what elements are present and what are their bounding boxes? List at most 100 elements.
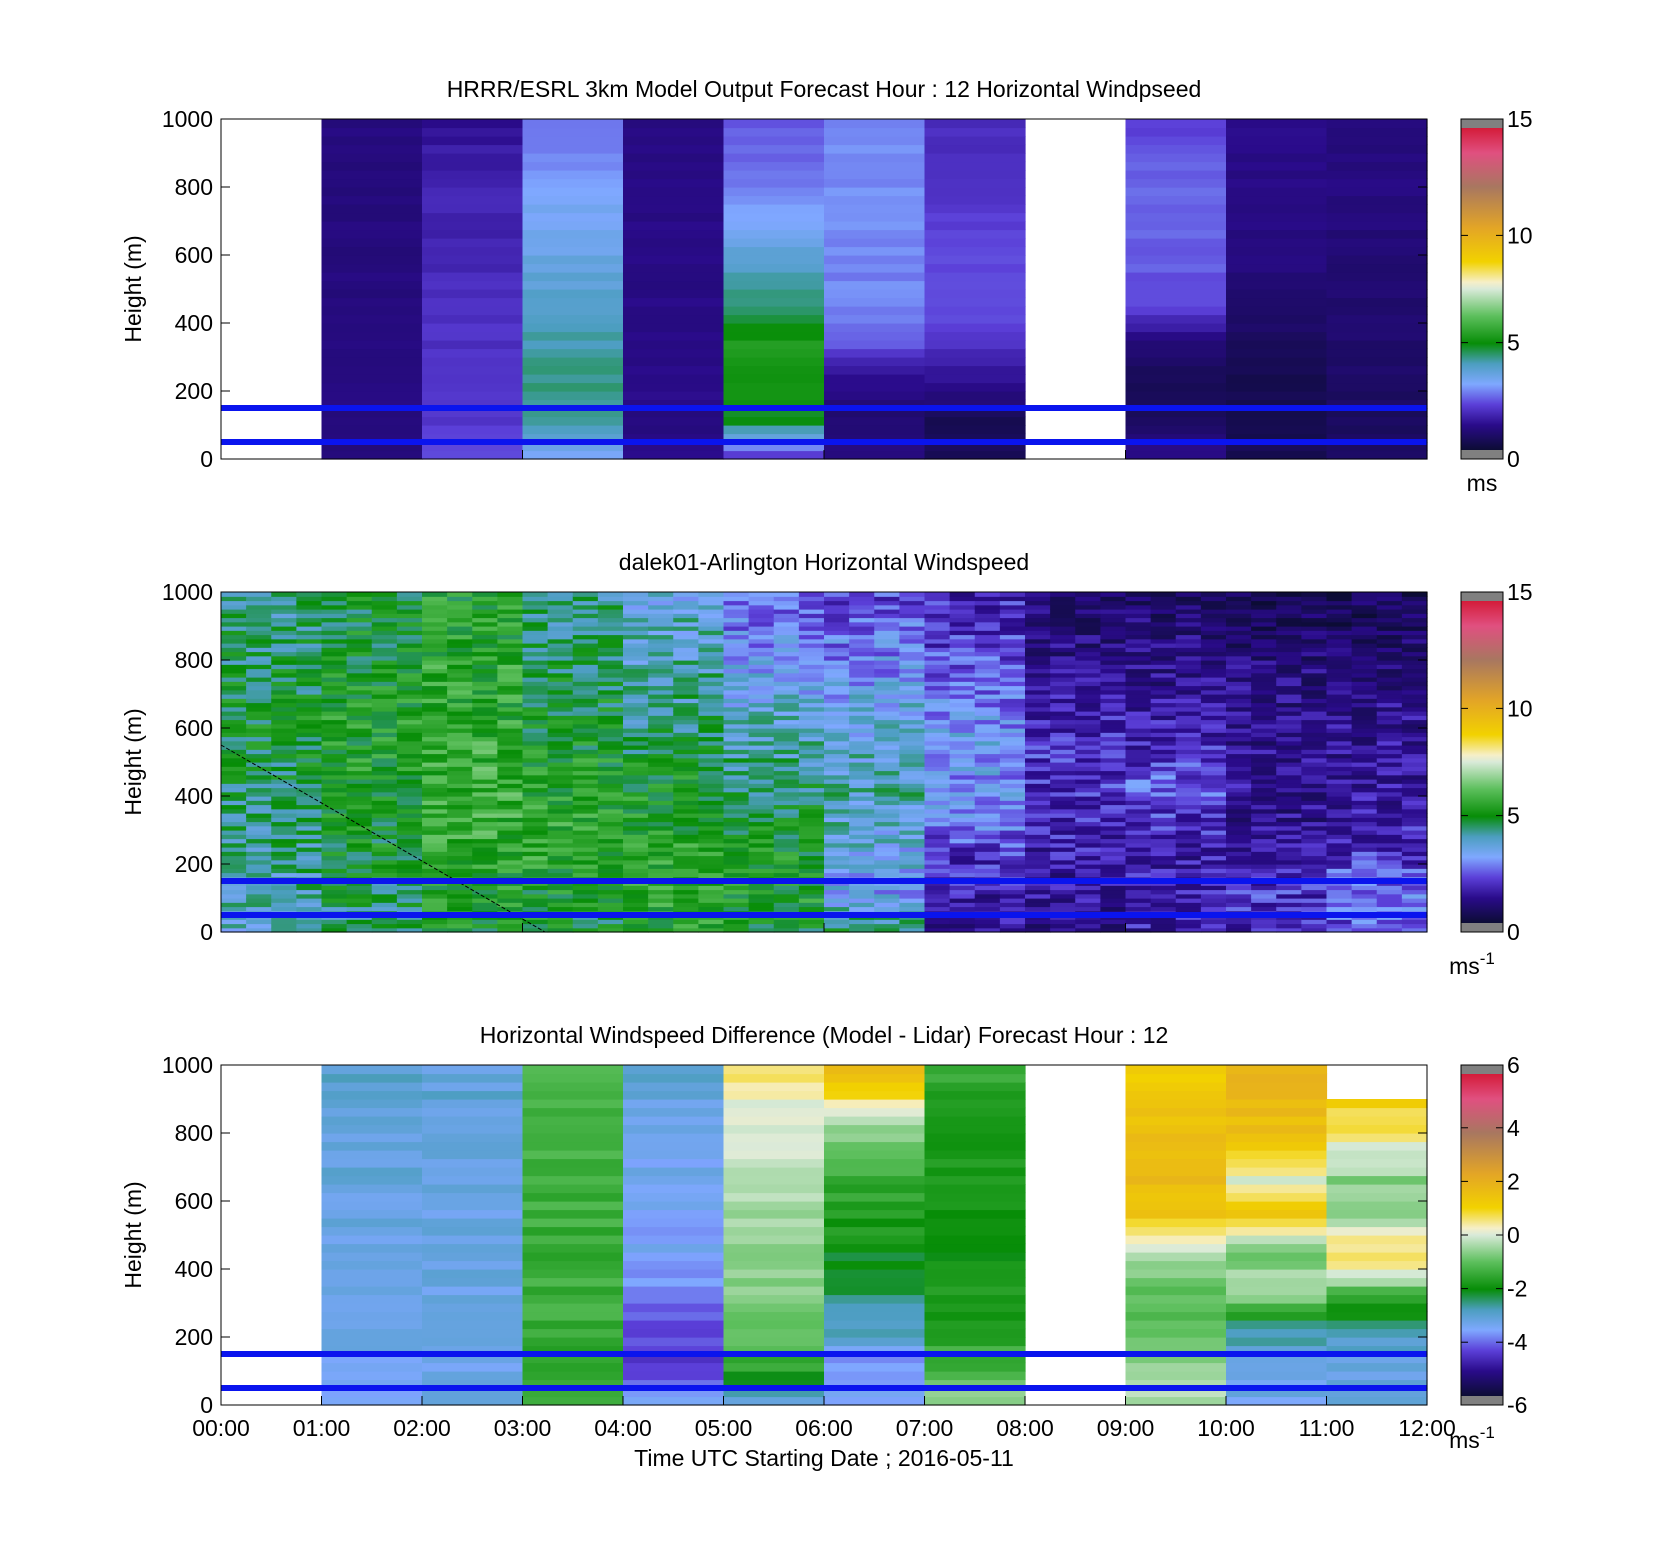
heatmap-cell bbox=[321, 630, 348, 636]
heatmap-cell bbox=[924, 272, 1026, 282]
heatmap-cell bbox=[1075, 774, 1101, 780]
heatmap-cell bbox=[623, 745, 649, 750]
panel-lidar-cells bbox=[221, 592, 1428, 933]
heatmap-cell bbox=[221, 723, 247, 729]
heatmap-cell bbox=[497, 855, 524, 861]
heatmap-cell bbox=[296, 898, 323, 903]
heatmap-cell bbox=[899, 868, 926, 874]
heatmap-cell bbox=[1326, 1235, 1428, 1245]
heatmap-cell bbox=[1125, 1294, 1227, 1304]
heatmap-cell bbox=[1175, 600, 1202, 606]
heatmap-cell bbox=[447, 783, 473, 789]
heatmap-cell bbox=[949, 745, 976, 750]
heatmap-cell bbox=[1376, 689, 1403, 695]
heatmap-cell bbox=[1226, 1201, 1328, 1211]
heatmap-cell bbox=[1200, 783, 1227, 789]
heatmap-cell bbox=[522, 1099, 624, 1109]
heatmap-cell bbox=[346, 736, 373, 742]
heatmap-cell bbox=[547, 923, 574, 929]
heatmap-cell bbox=[924, 855, 951, 861]
heatmap-cell bbox=[924, 1116, 1026, 1126]
heatmap-cell bbox=[221, 893, 247, 899]
heatmap-cell bbox=[1326, 698, 1353, 704]
heatmap-cell bbox=[246, 596, 272, 602]
heatmap-cell bbox=[1351, 677, 1378, 682]
heatmap-cell bbox=[723, 1150, 825, 1160]
heatmap-cell bbox=[396, 796, 423, 801]
heatmap-cell bbox=[798, 617, 825, 623]
heatmap-cell bbox=[1326, 715, 1353, 721]
heatmap-cell bbox=[999, 702, 1026, 708]
heatmap-cell bbox=[1050, 655, 1076, 661]
heatmap-cell bbox=[371, 711, 398, 716]
heatmap-cell bbox=[1075, 689, 1101, 695]
heatmap-cell bbox=[1075, 592, 1101, 597]
heatmap-cell bbox=[321, 348, 423, 358]
heatmap-cell bbox=[271, 842, 297, 848]
heatmap-cell bbox=[522, 889, 549, 895]
heatmap-cell bbox=[748, 609, 775, 614]
heatmap-cell bbox=[422, 596, 448, 602]
heatmap-cell bbox=[798, 859, 825, 865]
heatmap-cell bbox=[396, 698, 423, 704]
heatmap-cell bbox=[497, 651, 524, 657]
heatmap-cell bbox=[723, 1260, 825, 1270]
heatmap-cell bbox=[1075, 919, 1101, 925]
heatmap-cell bbox=[522, 348, 624, 358]
heatmap-cell bbox=[422, 732, 448, 738]
heatmap-cell bbox=[371, 677, 398, 682]
heatmap-cell bbox=[497, 766, 524, 772]
heatmap-cell bbox=[1351, 791, 1378, 797]
heatmap-cell bbox=[673, 902, 699, 908]
heatmap-cell bbox=[321, 144, 423, 154]
heatmap-cell bbox=[849, 927, 875, 933]
heatmap-cell bbox=[221, 813, 247, 818]
heatmap-cell bbox=[346, 651, 373, 657]
heatmap-cell bbox=[924, 681, 951, 687]
heatmap-cell bbox=[824, 927, 850, 933]
heatmap-cell bbox=[371, 672, 398, 678]
heatmap-cell bbox=[1401, 804, 1428, 810]
heatmap-cell bbox=[648, 770, 674, 776]
heatmap-cell bbox=[999, 851, 1026, 857]
heatmap-cell bbox=[723, 927, 750, 933]
heatmap-cell bbox=[623, 906, 649, 912]
heatmap-cell bbox=[422, 847, 448, 852]
heatmap-cell bbox=[1326, 178, 1428, 188]
heatmap-cell bbox=[999, 660, 1026, 665]
heatmap-cell bbox=[221, 838, 247, 844]
heatmap-cell bbox=[1125, 596, 1152, 602]
heatmap-cell bbox=[246, 893, 272, 899]
heatmap-cell bbox=[1150, 817, 1177, 823]
heatmap-cell bbox=[447, 749, 473, 755]
heatmap-cell bbox=[1401, 647, 1428, 653]
heatmap-cell bbox=[899, 626, 926, 631]
heatmap-cell bbox=[1276, 817, 1302, 823]
heatmap-cell bbox=[422, 170, 524, 180]
heatmap-cell bbox=[1326, 740, 1353, 746]
heatmap-cell bbox=[1050, 868, 1076, 874]
heatmap-cell bbox=[597, 698, 624, 704]
heatmap-cell bbox=[648, 592, 674, 597]
heatmap-cell bbox=[1326, 830, 1353, 835]
heatmap-cell bbox=[1075, 613, 1101, 619]
heatmap-cell bbox=[924, 762, 951, 767]
heatmap-cell bbox=[246, 672, 272, 678]
heatmap-cell bbox=[723, 1235, 825, 1245]
heatmap-cell bbox=[924, 859, 951, 865]
heatmap-cell bbox=[1276, 864, 1302, 869]
heatmap-cell bbox=[1251, 715, 1277, 721]
heatmap-cell bbox=[1251, 711, 1277, 716]
heatmap-cell bbox=[522, 719, 549, 725]
heatmap-cell bbox=[1150, 698, 1177, 704]
heatmap-cell bbox=[1025, 668, 1051, 674]
heatmap-cell bbox=[1125, 600, 1152, 606]
heatmap-cell bbox=[1100, 698, 1127, 704]
heatmap-cell bbox=[472, 821, 498, 827]
heatmap-cell bbox=[1326, 787, 1353, 793]
heatmap-cell bbox=[748, 783, 775, 789]
heatmap-cell bbox=[597, 817, 624, 823]
heatmap-cell bbox=[522, 1286, 624, 1296]
heatmap-cell bbox=[422, 1116, 524, 1126]
heatmap-cell bbox=[1125, 1260, 1227, 1270]
